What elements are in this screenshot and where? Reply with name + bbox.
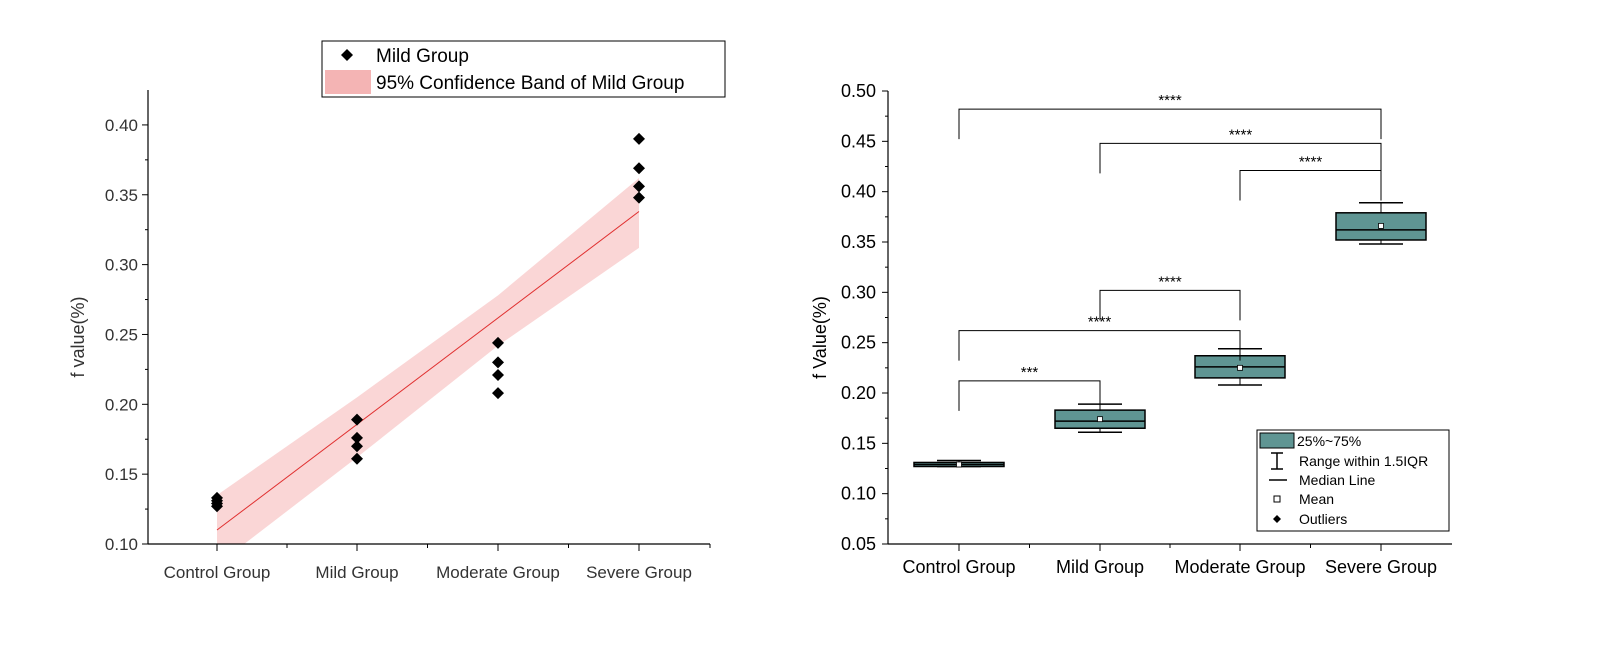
box-group [913, 459, 1005, 468]
legend-box-swatch [1259, 432, 1295, 449]
scatter-point [492, 336, 504, 349]
legend-mean-icon [1273, 495, 1281, 503]
scatter-point [633, 191, 645, 204]
right-y-tick-label: 0.20 [841, 383, 876, 403]
left-x-tick-label: Moderate Group [436, 563, 560, 582]
right-x-tick-label: Moderate Group [1174, 557, 1305, 577]
left-y-tick-label: 0.35 [105, 186, 138, 205]
scatter-point [351, 431, 363, 444]
right-legend-label: Mean [1299, 491, 1334, 507]
confidence-band [217, 178, 639, 544]
legend-series-label: Mild Group [376, 46, 469, 67]
legend-outlier-icon [1273, 515, 1281, 523]
scatter-point [211, 491, 223, 504]
significance-bracket [1099, 289, 1241, 321]
left-y-axis-label: f value(%) [68, 296, 88, 377]
scatter-point [492, 356, 504, 369]
left-y-tick-label: 0.25 [105, 325, 138, 344]
significance-bracket [958, 330, 1241, 361]
left-x-tick-label: Mild Group [315, 563, 398, 582]
scatter-point [351, 413, 363, 426]
left-x-tick-label: Severe Group [586, 563, 692, 582]
right-y-tick-label: 0.30 [841, 282, 876, 302]
significance-bracket [1239, 170, 1382, 201]
legend-band-swatch [325, 70, 371, 94]
right-legend-label: Median Line [1299, 472, 1375, 488]
right-y-tick-label: 0.50 [841, 81, 876, 101]
significance-label: **** [1158, 273, 1182, 290]
right-legend-label: Outliers [1299, 511, 1347, 527]
left-legend-box [321, 40, 726, 98]
significance-label: **** [1158, 92, 1182, 109]
right-y-tick-label: 0.45 [841, 131, 876, 151]
mean-marker [1378, 222, 1384, 229]
right-y-tick-label: 0.15 [841, 433, 876, 453]
box-group [1335, 201, 1427, 245]
right-y-tick-label: 0.40 [841, 182, 876, 202]
significance-label: **** [1088, 314, 1112, 331]
right-x-tick-label: Severe Group [1325, 557, 1437, 577]
fit-line [216, 211, 640, 531]
significance-bracket [958, 380, 1101, 411]
right-y-axis-label: f Value(%) [810, 296, 830, 379]
right-y-tick-label: 0.25 [841, 333, 876, 353]
scatter-point [633, 180, 645, 193]
scatter-point [633, 132, 645, 145]
scatter-point [492, 387, 504, 400]
right-legend-label: 25%~75% [1297, 433, 1361, 449]
left-y-tick-label: 0.30 [105, 256, 138, 275]
significance-label: *** [1021, 364, 1039, 381]
mean-marker [956, 461, 962, 468]
significance-label: **** [1229, 126, 1253, 143]
scatter-point [351, 440, 363, 453]
right-y-tick-label: 0.10 [841, 484, 876, 504]
scatter-point [492, 368, 504, 381]
left-y-tick-label: 0.40 [105, 116, 138, 135]
significance-bracket [958, 108, 1382, 140]
right-y-tick-label: 0.05 [841, 534, 876, 554]
mean-marker [1097, 416, 1103, 423]
right-y-tick-label: 0.35 [841, 232, 876, 252]
significance-label: **** [1299, 154, 1323, 171]
left-y-tick-label: 0.20 [105, 395, 138, 414]
scatter-point [351, 452, 363, 465]
box-group [1194, 347, 1286, 386]
right-x-tick-label: Control Group [902, 557, 1015, 577]
scatter-point [633, 162, 645, 175]
mean-marker [1237, 364, 1243, 371]
left-x-tick-label: Control Group [164, 563, 271, 582]
legend-band-label: 95% Confidence Band of Mild Group [376, 73, 684, 94]
left-y-tick-label: 0.15 [105, 465, 138, 484]
significance-bracket [1099, 142, 1382, 174]
legend-diamond-icon [341, 49, 353, 61]
right-legend-label: Range within 1.5IQR [1299, 453, 1428, 469]
left-plot-area [216, 178, 640, 544]
left-y-tick-label: 0.10 [105, 535, 138, 554]
right-x-tick-label: Mild Group [1056, 557, 1144, 577]
